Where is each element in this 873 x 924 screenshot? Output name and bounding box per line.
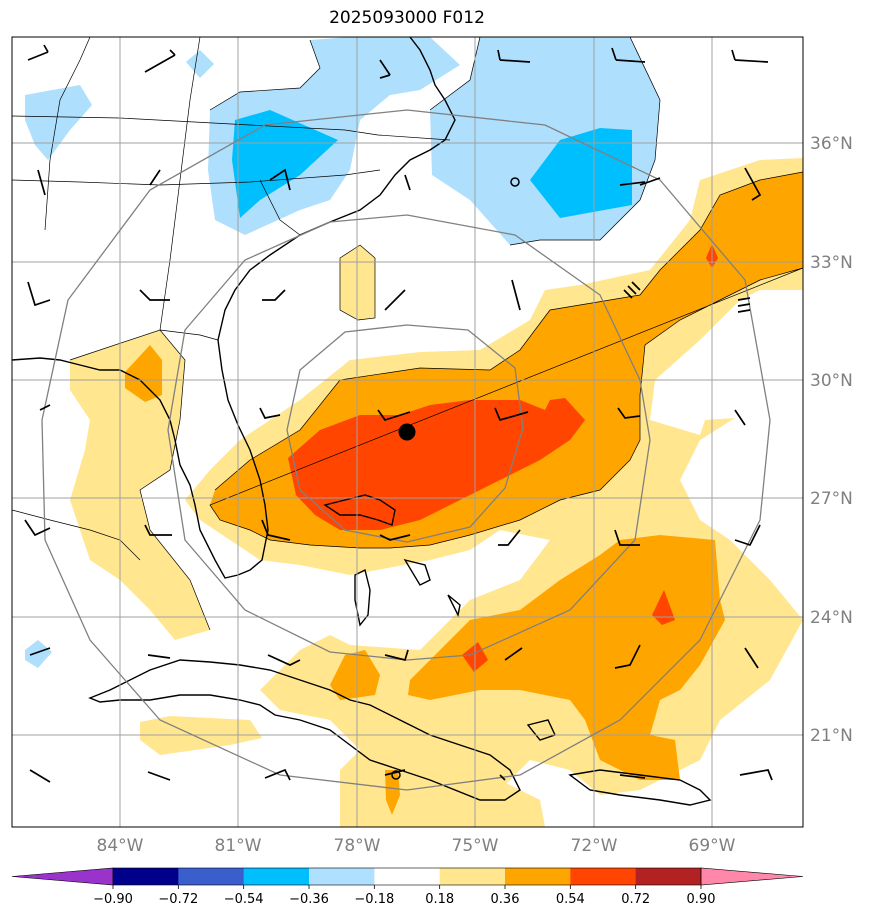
lon-label: 72°W	[571, 836, 618, 856]
lat-label: 27°N	[810, 489, 853, 509]
colorbar-segment	[243, 868, 310, 885]
colorbar-segment	[635, 868, 702, 885]
wind-barbs	[24, 44, 773, 783]
colorbar-tick-label: −0.18	[354, 892, 394, 907]
lon-label: 84°W	[97, 836, 144, 856]
contour-lines	[69, 37, 803, 631]
colorbar-frame	[112, 867, 702, 886]
lat-label: 33°N	[810, 253, 853, 273]
colorbar-tick-label: 0.90	[687, 892, 716, 907]
map-title: 2025093000 F012	[329, 8, 485, 28]
colorbar-extend-low	[11, 867, 114, 886]
colorbar-segment	[439, 868, 506, 885]
lat-label: 21°N	[810, 726, 853, 746]
colorbar-segment	[309, 868, 375, 885]
lat-label: 24°N	[810, 608, 853, 628]
colorbar-tick-label: 0.36	[491, 892, 520, 907]
colorbar-segment	[374, 868, 441, 885]
colorbar-tick-label: −0.72	[158, 892, 198, 907]
lat-label: 30°N	[810, 371, 853, 391]
colorbar-segment	[113, 868, 179, 885]
longitude-labels: 84°W 81°W 78°W 75°W 72°W 69°W	[97, 836, 736, 856]
graticule	[12, 37, 803, 827]
lon-label: 81°W	[215, 836, 262, 856]
lon-label: 69°W	[689, 836, 736, 856]
lon-label: 75°W	[452, 836, 499, 856]
colorbar-tick-label: −0.90	[93, 892, 133, 907]
colorbar-tick-label: 0.54	[556, 892, 585, 907]
colorbar-segment	[570, 868, 637, 885]
storm-center-marker	[398, 423, 416, 441]
negative-shading	[25, 37, 660, 668]
colorbar-tick-label: −0.54	[224, 892, 264, 907]
colorbar-tick-label: −0.36	[289, 892, 329, 907]
lat-label: 36°N	[810, 134, 853, 154]
range-rings	[41, 109, 771, 791]
colorbar: −0.90 −0.72 −0.54 −0.36 −0.18 0.18 0.36 0.54 0.7…	[11, 867, 804, 907]
colorbar-tick-label: 0.18	[425, 892, 454, 907]
station-markers	[391, 177, 520, 780]
map-panel	[12, 37, 803, 827]
colorbar-segment	[178, 868, 245, 885]
colorbar-extend-high	[700, 867, 804, 886]
coastlines	[12, 37, 712, 806]
map-frame	[11, 36, 804, 828]
latitude-labels: 36°N 33°N 30°N 27°N 24°N 21°N	[810, 134, 853, 746]
colorbar-tick-label: 0.72	[621, 892, 650, 907]
political-borders	[12, 37, 451, 561]
colorbar-segment	[505, 868, 571, 885]
lon-label: 78°W	[334, 836, 381, 856]
